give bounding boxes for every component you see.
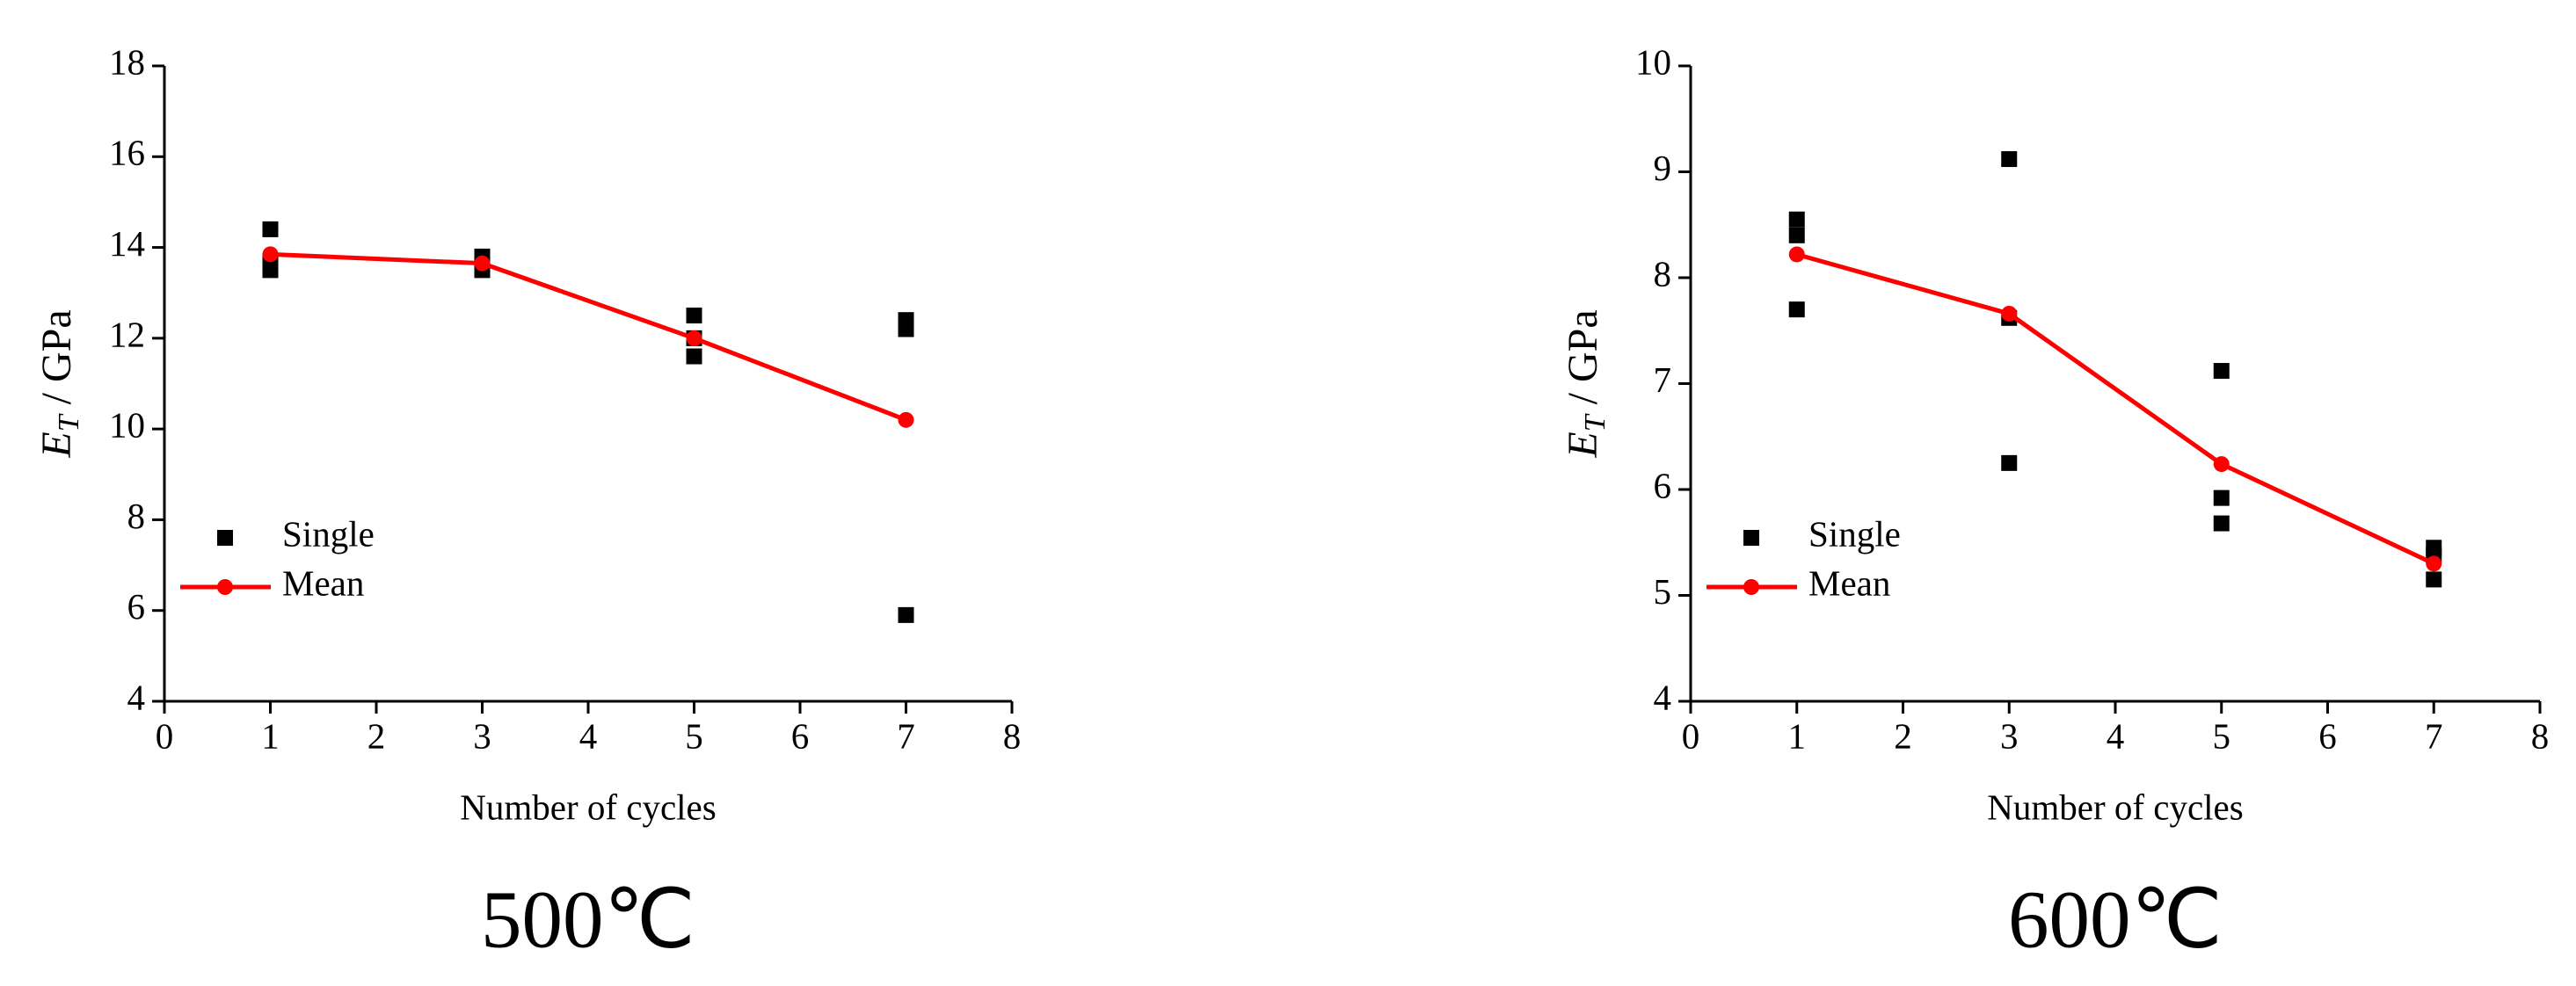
- legend-label: Mean: [282, 562, 364, 603]
- single-point: [898, 321, 914, 337]
- x-tick-label: 0: [1682, 715, 1700, 756]
- y-tick-label: 10: [1635, 41, 1671, 82]
- single-point: [1788, 301, 1805, 318]
- mean-line: [1796, 252, 2435, 566]
- y-tick-label: 12: [109, 314, 145, 354]
- x-tick-label: 6: [791, 715, 810, 756]
- y-label-unit: / GPa: [1560, 309, 1606, 415]
- single-point: [2213, 489, 2230, 506]
- x-axis-label: Number of cycles: [460, 787, 716, 827]
- x-tick-label: 1: [1788, 715, 1807, 756]
- x-tick-label: 4: [579, 715, 598, 756]
- y-tick-label: 9: [1654, 148, 1672, 188]
- caption: 600℃: [2008, 874, 2223, 965]
- single-point: [1788, 211, 1805, 228]
- y-label-subscript: T: [1579, 413, 1612, 431]
- x-tick-label: 3: [473, 715, 491, 756]
- x-tick-label: 1: [261, 715, 280, 756]
- y-label-unit: / GPa: [33, 309, 80, 415]
- x-tick-label: 7: [2425, 715, 2443, 756]
- y-label-subscript: T: [53, 413, 85, 431]
- y-tick-label: 18: [109, 41, 145, 82]
- single-point: [898, 606, 914, 623]
- single-point: [2001, 454, 2018, 471]
- legend-marker: [1743, 530, 1759, 546]
- y-axis-label: ET / GPa: [33, 309, 85, 458]
- mean-point: [2001, 305, 2018, 322]
- y-tick-label: 8: [127, 496, 146, 536]
- legend-label: Single: [282, 513, 375, 554]
- single-point: [2001, 151, 2018, 168]
- y-tick-label: 16: [109, 133, 145, 173]
- mean-point: [898, 411, 914, 428]
- y-label-symbol: E: [1560, 431, 1606, 458]
- y-tick-label: 8: [1654, 253, 1672, 294]
- y-tick-label: 6: [127, 586, 146, 627]
- single-point: [1788, 227, 1805, 243]
- single-point: [686, 348, 702, 365]
- legend-label: Single: [1808, 513, 1901, 554]
- x-tick-label: 3: [2000, 715, 2019, 756]
- y-tick-label: 4: [1654, 677, 1672, 717]
- y-tick-label: 4: [127, 677, 146, 717]
- x-tick-label: 8: [1003, 715, 1022, 756]
- mean-point: [2426, 555, 2442, 572]
- x-tick-label: 5: [685, 715, 703, 756]
- legend-marker: [217, 579, 233, 595]
- x-tick-label: 2: [1894, 715, 1912, 756]
- y-tick-label: 7: [1654, 359, 1672, 400]
- single-point: [262, 221, 279, 237]
- y-tick-label: 5: [1654, 571, 1672, 612]
- x-tick-label: 8: [2531, 715, 2550, 756]
- mean-point: [686, 330, 702, 346]
- mean-line: [270, 251, 907, 423]
- single-point: [2213, 363, 2230, 380]
- mean-point: [1788, 246, 1805, 263]
- caption: 500℃: [481, 874, 695, 965]
- single-point: [686, 308, 702, 324]
- x-tick-label: 0: [156, 715, 174, 756]
- x-tick-label: 6: [2318, 715, 2337, 756]
- legend-marker: [217, 530, 233, 546]
- y-label-symbol: E: [33, 431, 80, 458]
- y-tick-label: 14: [109, 223, 145, 264]
- y-axis-label: ET / GPa: [1560, 309, 1612, 458]
- x-tick-label: 7: [897, 715, 915, 756]
- y-tick-label: 10: [109, 405, 145, 446]
- legend-label: Mean: [1808, 562, 1890, 603]
- legend-marker: [1743, 579, 1759, 595]
- mean-point: [2213, 456, 2230, 473]
- mean-point: [262, 246, 279, 263]
- mean-point: [474, 255, 491, 272]
- x-tick-label: 2: [367, 715, 386, 756]
- single-point: [2426, 571, 2442, 588]
- x-axis-label: Number of cycles: [1987, 787, 2243, 827]
- x-tick-label: 5: [2213, 715, 2231, 756]
- y-tick-label: 6: [1654, 465, 1672, 505]
- single-point: [2213, 515, 2230, 532]
- x-tick-label: 4: [2107, 715, 2125, 756]
